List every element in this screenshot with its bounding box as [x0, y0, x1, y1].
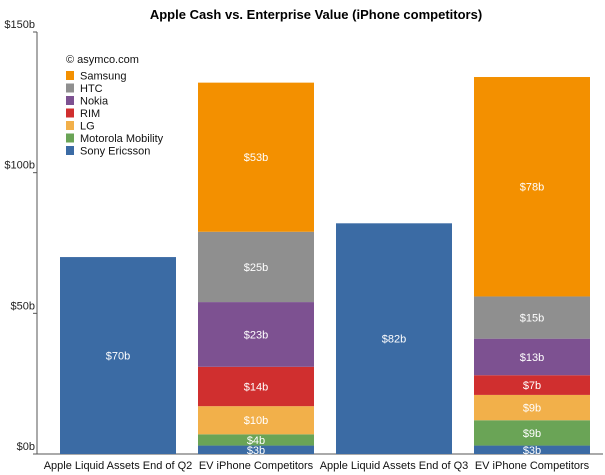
data-label: $9b	[523, 428, 541, 440]
x-category-label: EV iPhone Competitors	[199, 460, 314, 472]
bar-segment	[198, 434, 314, 446]
legend-swatch	[66, 71, 74, 80]
label-layer: $70b$3b$82b$3b$4b$9b$10b$9b$14b $7b$23b$1…	[106, 152, 544, 457]
legend-swatch	[66, 146, 74, 155]
bar-segment	[474, 338, 590, 376]
bar-segment	[474, 77, 590, 297]
y-tick-label: $50b	[11, 300, 35, 312]
data-label: $78b	[520, 182, 544, 194]
data-label: $23b	[244, 329, 268, 341]
bar-segment	[198, 82, 314, 232]
data-label: $15b	[520, 313, 544, 325]
legend-entry: Samsung	[80, 71, 126, 83]
legend-entry: Sony Ericsson	[80, 146, 150, 158]
legend-swatch	[66, 133, 74, 143]
data-label: $14b	[244, 381, 268, 393]
x-category-label: Apple Liquid Assets End of Q3	[320, 460, 469, 472]
bar-layer	[60, 77, 590, 454]
bar-segment	[474, 375, 590, 395]
legend-entry: HTC	[80, 83, 103, 95]
data-label: $82b	[382, 334, 406, 346]
data-label: $25b	[244, 262, 268, 274]
data-label: $3b	[247, 445, 265, 457]
data-label: $4b	[247, 435, 265, 447]
y-tick-label: $100b	[4, 160, 35, 172]
data-label: $13b	[520, 352, 544, 364]
legend: © asymco.com SamsungHTCNokiaRIMLGMotorol…	[66, 54, 164, 158]
legend-entry: RIM	[80, 108, 100, 120]
legend-swatch	[66, 83, 74, 93]
bar-segment	[474, 445, 590, 454]
bar-segment	[474, 296, 590, 339]
y-tick-label: $0b	[17, 441, 35, 453]
data-label: $3b	[523, 445, 541, 457]
data-label: $10b	[244, 415, 268, 427]
data-label: $70b	[106, 351, 130, 363]
bar-segment	[198, 231, 314, 303]
data-label: $9b	[523, 403, 541, 415]
data-label: $7b	[523, 380, 541, 392]
legend-entry: Nokia	[80, 96, 109, 108]
bar-segment	[474, 420, 590, 446]
legend-swatch	[66, 108, 74, 118]
x-category-label: Apple Liquid Assets End of Q2	[44, 460, 193, 472]
copyright-annotation: © asymco.com	[66, 54, 139, 66]
bar-segment	[198, 302, 314, 367]
bar-segment	[198, 406, 314, 435]
bar-segment	[198, 445, 314, 454]
bar-segment	[198, 366, 314, 407]
x-category-label: EV iPhone Competitors	[475, 460, 590, 472]
legend-swatch	[66, 96, 74, 105]
data-label: $53b	[244, 152, 268, 164]
bar-segment	[474, 394, 590, 421]
chart-title: Apple Cash vs. Enterprise Value (iPhone …	[150, 7, 482, 22]
y-tick-label: $150b	[4, 19, 35, 31]
bar-segment	[336, 223, 452, 454]
axis-layer: $0b $50b $100b $150b Apple Liquid Assets End…	[4, 19, 603, 472]
legend-swatch	[66, 121, 74, 130]
legend-entry: LG	[80, 121, 95, 133]
legend-entry: Motorola Mobility	[80, 133, 164, 145]
bar-segment	[60, 257, 176, 454]
